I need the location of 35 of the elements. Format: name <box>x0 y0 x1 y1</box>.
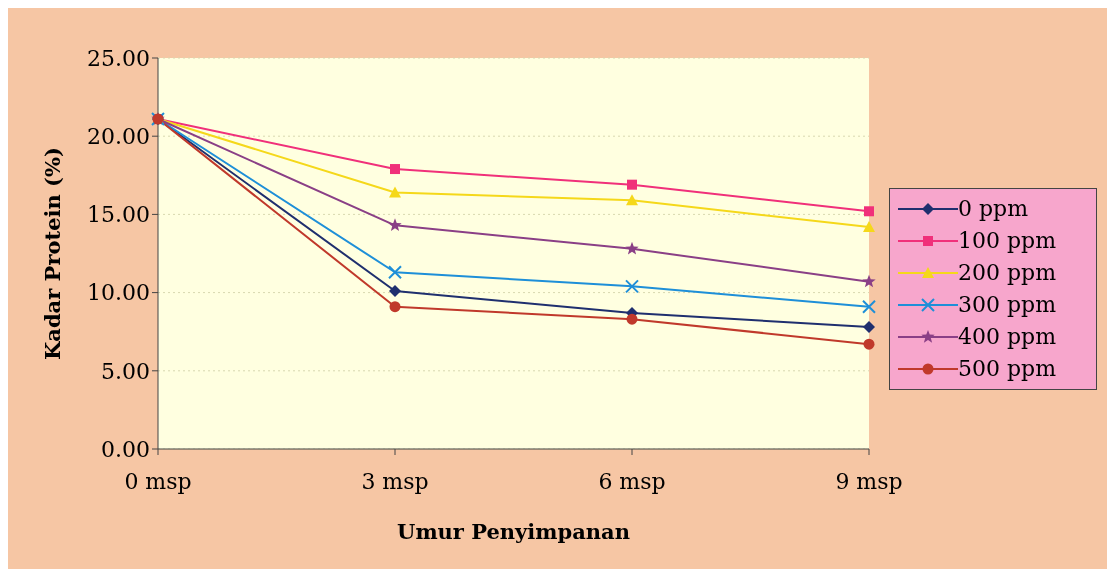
y-axis-title: Kadar Protein (%) <box>40 147 66 360</box>
point <box>626 313 638 325</box>
point <box>389 186 401 198</box>
y-tick-label: 15.00 <box>87 202 150 228</box>
y-tick-label: 25.00 <box>87 45 150 71</box>
point <box>862 299 876 314</box>
point <box>625 241 639 255</box>
point <box>388 218 402 232</box>
legend-label: 100 ppm <box>958 228 1057 253</box>
point <box>390 164 400 175</box>
point <box>627 179 637 190</box>
point <box>389 301 401 313</box>
point <box>388 265 402 280</box>
legend-label: 300 ppm <box>958 292 1057 317</box>
x-tick-label: 0 msp <box>124 468 192 494</box>
point <box>863 321 875 334</box>
point <box>625 279 639 294</box>
x-axis-title: Umur Penyimpanan <box>397 519 630 544</box>
point <box>863 220 875 232</box>
x-tick-label: 6 msp <box>598 468 666 494</box>
y-tick-label: 10.00 <box>87 280 150 306</box>
y-tick-label: 20.00 <box>87 124 150 150</box>
legend-label: 400 ppm <box>958 324 1057 349</box>
y-tick-label: 0.00 <box>101 436 150 462</box>
point <box>626 194 638 206</box>
legend-label: 200 ppm <box>958 260 1057 285</box>
point <box>862 274 876 288</box>
x-tick-label: 9 msp <box>835 468 903 494</box>
point <box>863 338 875 350</box>
x-tick-label: 3 msp <box>361 468 429 494</box>
legend-label: 500 ppm <box>958 356 1057 381</box>
point <box>864 206 874 217</box>
point <box>389 285 401 298</box>
legend-label: 0 ppm <box>958 196 1029 221</box>
y-tick-label: 5.00 <box>101 358 150 384</box>
